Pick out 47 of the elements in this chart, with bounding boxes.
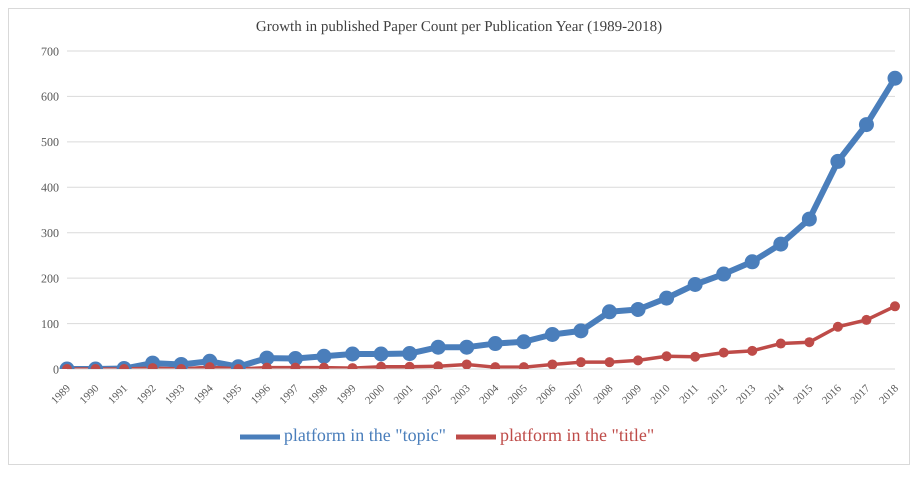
point [659,290,674,306]
point [861,314,872,325]
point [630,302,646,317]
point [544,326,560,342]
point [718,348,729,358]
point [662,351,672,362]
chart-title: Growth in published Paper Count per Publication Year (1989-2018) [254,18,664,37]
point [888,70,902,86]
point [832,322,843,332]
point [345,346,360,362]
point [462,359,472,369]
y-tick-label: 600 [41,90,59,104]
point [804,337,814,348]
point [602,304,617,320]
legend-label: platform in the "topic" [284,425,446,446]
point [374,346,389,362]
point [747,346,758,356]
point [573,323,588,338]
y-tick-label: 500 [41,135,59,150]
point [773,236,788,252]
y-tick-label: 100 [41,316,59,331]
y-tick-label: 700 [41,44,59,58]
y-tick-label: 400 [41,180,59,195]
point [744,254,760,270]
point [459,340,474,355]
point [259,350,274,366]
point [690,352,700,362]
point [776,338,786,349]
point [488,336,503,352]
point [890,301,900,312]
point [688,277,703,292]
point [604,357,614,368]
point [430,340,446,355]
point [402,346,418,362]
point [633,355,644,366]
point [830,154,846,169]
y-tick-label: 0 [53,362,59,376]
y-tick-label: 300 [41,226,59,240]
point [858,117,874,132]
point [516,334,532,350]
y-tick-label: 200 [41,271,59,286]
point [316,348,332,364]
legend-label: platform in the "title" [500,425,654,446]
point [547,359,558,369]
point [716,266,732,282]
point [576,357,586,368]
point [802,212,817,227]
